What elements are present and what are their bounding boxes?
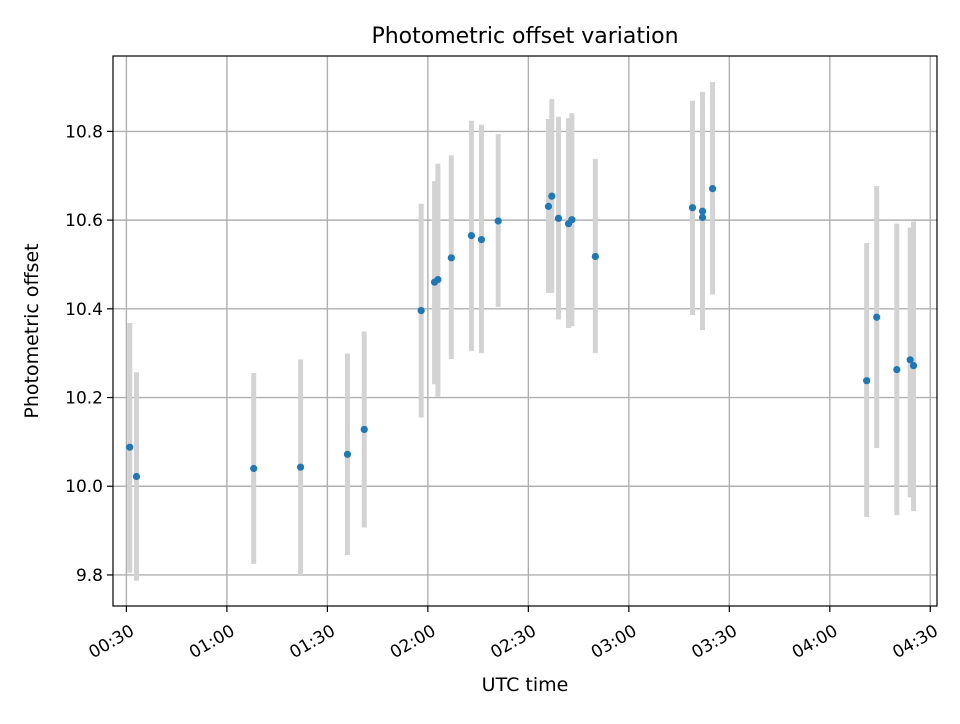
- y-axis-ticks: 9.8 10.0 10.2 10.4 10.6 10.8: [65, 122, 113, 586]
- data-point: [250, 464, 258, 473]
- data-point: [477, 236, 486, 244]
- y-tick-label: 10.2: [65, 389, 103, 409]
- data-point: [360, 425, 368, 434]
- data-point: [554, 214, 563, 222]
- data-point: [909, 361, 918, 370]
- data-points: [126, 185, 918, 481]
- y-tick-label: 10.0: [65, 477, 103, 497]
- x-axis-label: UTC time: [482, 674, 569, 696]
- chart-title: Photometric offset variation: [371, 24, 678, 49]
- data-point: [417, 306, 425, 315]
- plot-frame: [112, 55, 938, 607]
- data-point: [688, 204, 697, 212]
- data-point: [434, 275, 442, 284]
- data-point: [296, 463, 305, 471]
- data-point: [893, 365, 901, 374]
- data-point: [467, 232, 476, 240]
- grid-lines: [113, 56, 937, 606]
- y-tick-label: 9.8: [76, 566, 103, 586]
- data-point: [132, 472, 141, 481]
- data-point: [548, 192, 556, 200]
- data-point: [126, 443, 134, 451]
- y-tick-label: 10.8: [65, 122, 103, 142]
- y-tick-label: 10.6: [65, 211, 103, 231]
- data-point: [568, 216, 576, 224]
- data-point: [343, 450, 352, 458]
- data-point: [906, 356, 914, 364]
- data-point: [873, 313, 881, 321]
- data-point: [591, 252, 599, 261]
- data-point: [544, 202, 553, 210]
- data-point: [863, 377, 871, 385]
- data-point: [698, 213, 707, 222]
- data-point: [708, 185, 717, 193]
- data-point: [447, 254, 455, 262]
- y-tick-label: 10.4: [65, 300, 103, 320]
- data-point: [494, 217, 502, 225]
- data-point: [698, 207, 707, 215]
- y-axis-label: Photometric offset: [21, 243, 43, 418]
